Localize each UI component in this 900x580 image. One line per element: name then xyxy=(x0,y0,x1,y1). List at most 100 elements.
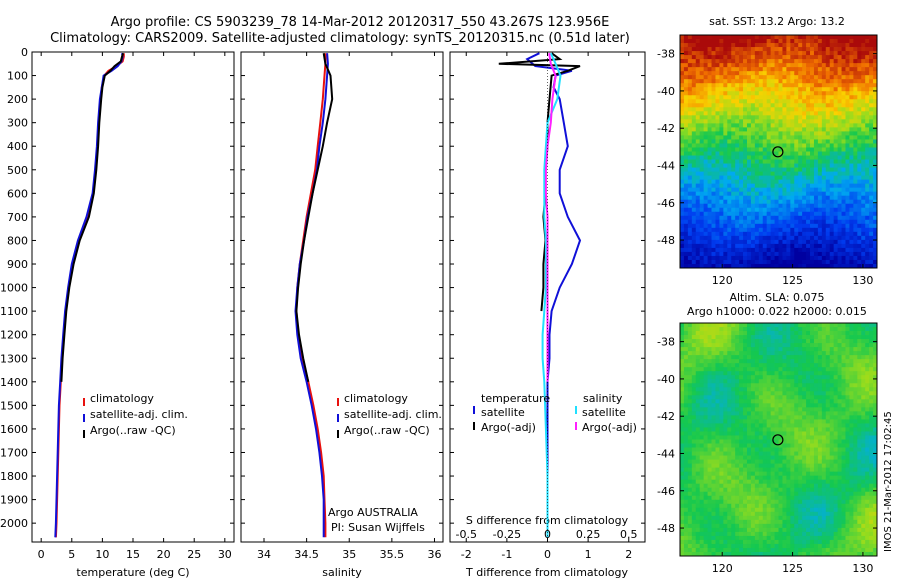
heatmap-cell xyxy=(853,107,858,112)
heatmap-cell xyxy=(750,231,756,237)
heatmap-cell xyxy=(727,199,732,205)
heatmap-cell xyxy=(695,119,701,124)
heatmap-cell xyxy=(849,451,854,456)
heatmap-cell xyxy=(719,163,724,168)
heatmap-cell xyxy=(766,347,772,352)
heatmap-cell xyxy=(865,211,870,217)
heatmap-cell xyxy=(865,227,870,233)
heatmap-cell xyxy=(774,167,779,172)
heatmap-cell xyxy=(841,99,846,104)
heatmap-cell xyxy=(806,239,811,245)
heatmap-cell xyxy=(861,347,866,352)
heatmap-cell xyxy=(746,107,752,112)
heatmap-cell xyxy=(766,183,772,189)
heatmap-cell xyxy=(719,239,724,245)
heatmap-cell xyxy=(758,439,764,444)
heatmap-cell xyxy=(810,151,815,156)
heatmap-cell xyxy=(770,255,775,261)
heatmap-cell xyxy=(833,323,838,328)
heatmap-cell xyxy=(841,163,846,168)
heatmap-cell xyxy=(727,155,732,160)
heatmap-cell xyxy=(813,323,819,328)
heatmap-cell xyxy=(707,223,712,229)
heatmap-cell xyxy=(849,227,854,233)
heatmap-cell xyxy=(806,439,811,444)
heatmap-cell xyxy=(833,403,838,408)
heatmap-cell xyxy=(754,107,760,112)
heatmap-cell xyxy=(837,235,842,241)
heatmap-cell xyxy=(817,423,823,428)
heatmap-cell xyxy=(746,323,752,328)
heatmap-cell xyxy=(869,231,874,237)
heatmap-cell xyxy=(790,127,795,132)
heatmap-cell xyxy=(817,251,823,257)
heatmap-cell xyxy=(766,123,772,128)
temperature-axes-frame xyxy=(31,51,235,543)
heatmap-cell xyxy=(825,219,831,225)
heatmap-cell xyxy=(849,223,854,229)
heatmap-cell xyxy=(703,215,708,221)
heatmap-cell xyxy=(707,39,712,44)
heatmap-cell xyxy=(853,191,858,197)
heatmap-cell xyxy=(802,359,807,364)
heatmap-cell xyxy=(817,63,823,68)
heatmap-cell xyxy=(711,379,716,384)
heatmap-cell xyxy=(695,239,701,245)
heatmap-cell xyxy=(719,459,724,465)
heatmap-cell xyxy=(798,347,803,352)
heatmap-cell xyxy=(695,255,701,261)
heatmap-cell xyxy=(687,139,693,144)
heatmap-cell xyxy=(794,35,799,40)
heatmap-cell xyxy=(861,135,866,140)
heatmap-cell xyxy=(711,215,716,221)
heatmap-cell xyxy=(829,51,835,56)
heatmap-cell xyxy=(837,331,842,336)
heatmap-cell xyxy=(837,207,842,213)
heatmap-cell xyxy=(778,199,783,205)
heatmap-cell xyxy=(825,187,831,193)
heatmap-cell xyxy=(849,379,854,384)
heatmap-cell xyxy=(762,415,768,420)
heatmap-cell xyxy=(774,203,779,209)
heatmap-cell xyxy=(739,115,744,120)
heatmap-cell xyxy=(829,99,835,104)
heatmap-cell xyxy=(782,391,787,396)
heatmap-cell xyxy=(806,163,811,168)
heatmap-cell xyxy=(861,251,866,257)
heatmap-cell xyxy=(707,127,712,132)
heatmap-cell xyxy=(715,467,720,473)
heatmap-cell xyxy=(715,75,720,80)
heatmap-cell xyxy=(778,163,783,168)
heatmap-cell xyxy=(786,431,791,436)
heatmap-cell xyxy=(861,71,866,76)
heatmap-cell xyxy=(711,335,716,340)
heatmap-cell xyxy=(857,179,862,185)
heatmap-cell xyxy=(680,183,685,189)
heatmap-cell xyxy=(691,327,697,332)
heatmap-cell xyxy=(727,195,732,201)
heatmap-cell xyxy=(798,67,803,72)
heatmap-cell xyxy=(865,67,870,72)
heatmap-cell xyxy=(837,107,842,112)
heatmap-cell xyxy=(703,259,708,265)
heatmap-cell xyxy=(735,55,740,60)
heatmap-cell xyxy=(770,219,775,225)
heatmap-cell xyxy=(695,379,701,384)
heatmap-cell xyxy=(825,67,831,72)
heatmap-cell xyxy=(766,87,772,92)
heatmap-cell xyxy=(715,195,720,201)
heatmap-cell xyxy=(699,327,705,332)
heatmap-cell xyxy=(853,55,858,60)
heatmap-cell xyxy=(766,91,772,96)
heatmap-cell xyxy=(778,95,783,100)
heatmap-cell xyxy=(798,359,803,364)
heatmap-cell xyxy=(778,339,783,344)
heatmap-cell xyxy=(802,75,807,80)
heatmap-cell xyxy=(723,39,728,44)
heatmap-cell xyxy=(817,139,823,144)
heatmap-cell xyxy=(845,171,850,177)
heatmap-cell xyxy=(695,247,701,253)
heatmap-cell xyxy=(743,75,748,80)
heatmap-cell xyxy=(746,195,752,201)
heatmap-cell xyxy=(782,55,787,60)
